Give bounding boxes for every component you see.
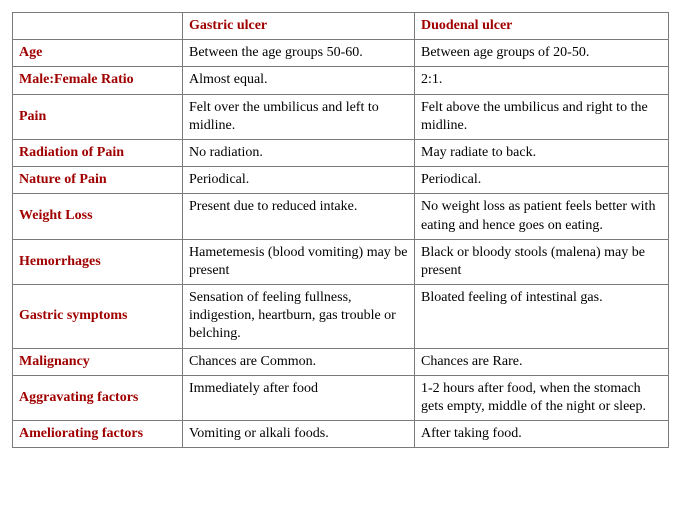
cell-gastric: Felt over the umbilicus and left to midl… bbox=[183, 94, 415, 139]
cell-duodenal: Bloated feeling of intestinal gas. bbox=[415, 285, 669, 349]
table-row: Aggravating factorsImmediately after foo… bbox=[13, 375, 669, 420]
row-label: Gastric symptoms bbox=[13, 285, 183, 349]
cell-gastric: Immediately after food bbox=[183, 375, 415, 420]
table-row: HemorrhagesHametemesis (blood vomiting) … bbox=[13, 239, 669, 284]
cell-gastric: Present due to reduced intake. bbox=[183, 194, 415, 239]
table-body: AgeBetween the age groups 50-60.Between … bbox=[13, 40, 669, 448]
cell-gastric: No radiation. bbox=[183, 139, 415, 166]
row-label: Aggravating factors bbox=[13, 375, 183, 420]
cell-gastric: Chances are Common. bbox=[183, 348, 415, 375]
row-label: Weight Loss bbox=[13, 194, 183, 239]
table-row: Nature of PainPeriodical.Periodical. bbox=[13, 167, 669, 194]
cell-duodenal: Between age groups of 20-50. bbox=[415, 40, 669, 67]
table-row: AgeBetween the age groups 50-60.Between … bbox=[13, 40, 669, 67]
row-label: Malignancy bbox=[13, 348, 183, 375]
cell-duodenal: Periodical. bbox=[415, 167, 669, 194]
table-header-row: Gastric ulcer Duodenal ulcer bbox=[13, 13, 669, 40]
row-label: Pain bbox=[13, 94, 183, 139]
row-label: Male:Female Ratio bbox=[13, 67, 183, 94]
row-label: Nature of Pain bbox=[13, 167, 183, 194]
cell-duodenal: Felt above the umbilicus and right to th… bbox=[415, 94, 669, 139]
row-label: Ameliorating factors bbox=[13, 421, 183, 448]
table-row: MalignancyChances are Common.Chances are… bbox=[13, 348, 669, 375]
header-gastric: Gastric ulcer bbox=[183, 13, 415, 40]
cell-duodenal: Black or bloody stools (malena) may be p… bbox=[415, 239, 669, 284]
ulcer-comparison-table: Gastric ulcer Duodenal ulcer AgeBetween … bbox=[12, 12, 669, 448]
cell-gastric: Almost equal. bbox=[183, 67, 415, 94]
table-row: Male:Female RatioAlmost equal.2:1. bbox=[13, 67, 669, 94]
cell-gastric: Between the age groups 50-60. bbox=[183, 40, 415, 67]
cell-duodenal: May radiate to back. bbox=[415, 139, 669, 166]
header-duodenal: Duodenal ulcer bbox=[415, 13, 669, 40]
cell-duodenal: After taking food. bbox=[415, 421, 669, 448]
cell-duodenal: 1-2 hours after food, when the stomach g… bbox=[415, 375, 669, 420]
cell-duodenal: Chances are Rare. bbox=[415, 348, 669, 375]
table-row: Weight LossPresent due to reduced intake… bbox=[13, 194, 669, 239]
table-row: Gastric symptomsSensation of feeling ful… bbox=[13, 285, 669, 349]
row-label: Radiation of Pain bbox=[13, 139, 183, 166]
row-label: Hemorrhages bbox=[13, 239, 183, 284]
cell-gastric: Hametemesis (blood vomiting) may be pres… bbox=[183, 239, 415, 284]
cell-gastric: Vomiting or alkali foods. bbox=[183, 421, 415, 448]
row-label: Age bbox=[13, 40, 183, 67]
cell-duodenal: No weight loss as patient feels better w… bbox=[415, 194, 669, 239]
cell-duodenal: 2:1. bbox=[415, 67, 669, 94]
cell-gastric: Periodical. bbox=[183, 167, 415, 194]
header-empty bbox=[13, 13, 183, 40]
table-row: Radiation of PainNo radiation.May radiat… bbox=[13, 139, 669, 166]
table-row: Ameliorating factorsVomiting or alkali f… bbox=[13, 421, 669, 448]
table-row: PainFelt over the umbilicus and left to … bbox=[13, 94, 669, 139]
cell-gastric: Sensation of feeling fullness, indigesti… bbox=[183, 285, 415, 349]
